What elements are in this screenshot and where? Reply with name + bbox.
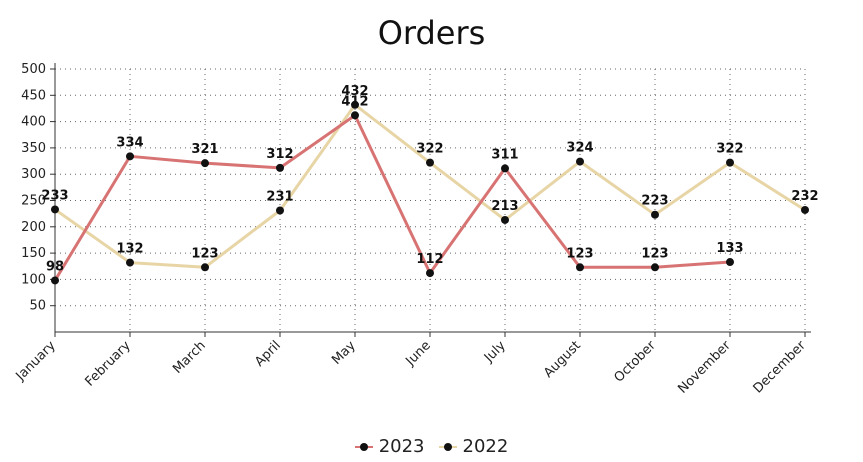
data-label: 233 bbox=[41, 188, 68, 203]
data-label: 231 bbox=[266, 189, 293, 204]
data-label: 311 bbox=[491, 147, 518, 162]
legend-item[interactable]: 2022 bbox=[438, 436, 509, 457]
data-point bbox=[801, 205, 809, 214]
data-point bbox=[501, 215, 509, 224]
data-label: 132 bbox=[116, 242, 143, 257]
y-tick-label: 350 bbox=[21, 141, 46, 156]
x-tick-label: November bbox=[675, 338, 734, 397]
y-tick-label: 100 bbox=[21, 272, 46, 287]
y-tick-label: 150 bbox=[21, 246, 46, 261]
data-label: 213 bbox=[491, 199, 518, 214]
data-point bbox=[126, 258, 134, 267]
data-point bbox=[426, 269, 434, 278]
data-point bbox=[276, 163, 284, 172]
y-tick-label: 300 bbox=[21, 167, 46, 182]
data-label: 322 bbox=[416, 142, 443, 157]
data-point bbox=[351, 100, 359, 109]
x-tick-label: February bbox=[82, 338, 134, 390]
legend-label: 2023 bbox=[378, 436, 425, 457]
x-tick-label: June bbox=[402, 338, 433, 369]
legend-marker-icon bbox=[438, 438, 457, 456]
x-tick-label: July bbox=[481, 338, 509, 366]
data-point bbox=[576, 157, 584, 166]
data-point bbox=[651, 210, 659, 219]
data-label: 324 bbox=[566, 141, 593, 156]
data-label: 432 bbox=[341, 84, 368, 99]
data-label: 112 bbox=[416, 252, 443, 267]
data-point bbox=[501, 164, 509, 173]
data-point bbox=[51, 205, 59, 214]
data-label: 321 bbox=[191, 142, 218, 157]
legend-label: 2022 bbox=[462, 436, 509, 457]
data-point bbox=[351, 111, 359, 120]
data-label: 123 bbox=[641, 246, 668, 261]
data-point bbox=[426, 158, 434, 167]
y-tick-label: 50 bbox=[29, 299, 46, 314]
legend-marker-icon bbox=[354, 438, 373, 456]
data-point bbox=[276, 206, 284, 215]
data-label: 223 bbox=[641, 194, 668, 209]
data-point bbox=[726, 258, 734, 267]
chart-title: Orders bbox=[377, 14, 486, 52]
data-label: 232 bbox=[791, 189, 818, 204]
data-label: 412 bbox=[341, 94, 368, 109]
data-label: 322 bbox=[716, 142, 743, 157]
y-tick-label: 500 bbox=[21, 62, 46, 77]
x-tick-label: March bbox=[170, 338, 209, 377]
x-tick-label: April bbox=[252, 338, 284, 370]
data-label: 123 bbox=[191, 246, 218, 261]
data-point bbox=[51, 276, 59, 285]
y-tick-label: 450 bbox=[21, 88, 46, 103]
data-label: 98 bbox=[46, 259, 64, 274]
data-point bbox=[651, 263, 659, 272]
y-tick-label: 200 bbox=[21, 220, 46, 235]
data-point bbox=[201, 159, 209, 168]
data-label: 334 bbox=[116, 135, 143, 150]
data-label: 133 bbox=[716, 241, 743, 256]
data-point bbox=[576, 263, 584, 272]
x-tick-label: August bbox=[541, 338, 584, 381]
data-point bbox=[126, 152, 134, 161]
data-label: 312 bbox=[266, 147, 293, 162]
data-point bbox=[726, 158, 734, 167]
y-tick-label: 250 bbox=[21, 194, 46, 209]
x-tick-label: January bbox=[13, 338, 59, 384]
x-tick-label: May bbox=[329, 338, 359, 368]
series-line-2023 bbox=[53, 113, 731, 282]
legend-item[interactable]: 2023 bbox=[354, 436, 425, 457]
data-point bbox=[201, 263, 209, 272]
x-tick-label: December bbox=[751, 338, 810, 397]
legend: 2023 2022 bbox=[0, 436, 863, 457]
x-tick-label: October bbox=[611, 338, 659, 386]
y-tick-label: 400 bbox=[21, 115, 46, 130]
data-label: 123 bbox=[566, 246, 593, 261]
